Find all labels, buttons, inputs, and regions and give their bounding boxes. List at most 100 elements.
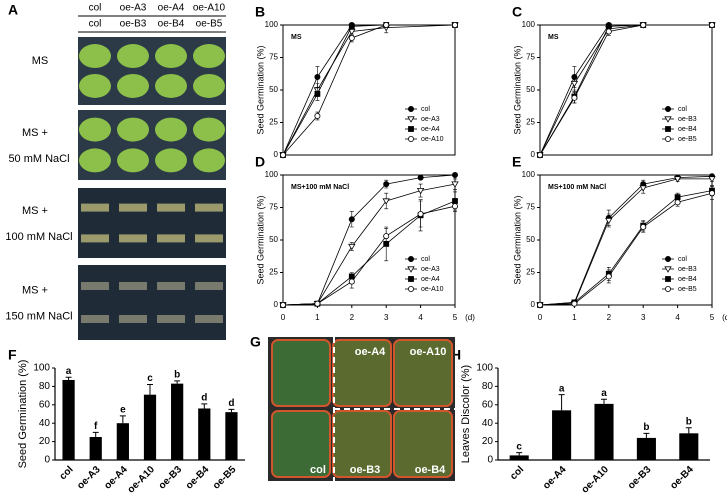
column-label: oe-B3: [120, 19, 147, 30]
seedling-clump: [193, 44, 225, 69]
legend-label: col: [421, 256, 430, 263]
significance-letter: d: [201, 393, 207, 404]
photo-label: oe-B4: [415, 464, 446, 476]
legend-marker: [407, 135, 414, 142]
x-tick-label: oe-A3: [75, 464, 103, 492]
bar: [198, 408, 211, 460]
photo-label: oe-B3: [350, 464, 381, 476]
y-tick-label: 0: [531, 150, 536, 159]
y-tick-label: 50: [526, 235, 535, 244]
error-bar: [147, 384, 153, 395]
marker: [451, 171, 458, 178]
legend-label: oe-B4: [678, 276, 697, 283]
error-bar: [558, 394, 565, 411]
significance-letter: c: [147, 373, 153, 384]
x-tick-label: col: [58, 464, 76, 482]
error-bar: [174, 380, 181, 384]
y-axis-label: Seed Germination (%): [512, 195, 522, 284]
y-axis-label: Seed Germination (%): [512, 45, 522, 134]
legend-marker: [407, 266, 415, 273]
bar: [116, 423, 129, 460]
annotation: MS: [548, 34, 559, 41]
marker: [537, 301, 544, 308]
marker: [348, 243, 356, 251]
significance-letter: b: [686, 416, 692, 427]
panel-letter: G: [250, 334, 261, 350]
error-bar: [201, 403, 208, 409]
seedling-row: [81, 315, 109, 323]
legend-marker: [665, 126, 671, 132]
seedling-clump: [79, 44, 111, 69]
bar: [143, 394, 157, 460]
panel-letter: D: [255, 154, 265, 170]
pot: [393, 410, 453, 478]
y-axis-label: Seed Germination (%): [17, 360, 29, 469]
y-tick-label: 60: [482, 399, 494, 410]
marker: [383, 181, 390, 188]
significance-letter: e: [120, 404, 126, 415]
x-tick-label: 3: [641, 313, 646, 322]
error-bar: [228, 408, 235, 413]
y-tick-label: 25: [526, 118, 535, 127]
bar: [552, 410, 572, 460]
panel-letter: A: [8, 2, 18, 18]
panel-letter: B: [255, 4, 265, 20]
legend-label: oe-A3: [421, 266, 440, 273]
seedling-clump: [79, 73, 111, 98]
seedling-clump: [117, 73, 149, 98]
marker: [571, 300, 578, 307]
column-label: col: [89, 3, 102, 14]
error-bar: [643, 432, 650, 438]
marker: [314, 74, 321, 81]
seedling-clump: [155, 73, 187, 98]
seedling-row: [119, 234, 147, 243]
y-tick-label: 80: [39, 381, 51, 392]
y-tick-label: 75: [526, 203, 535, 212]
legend-marker: [664, 116, 672, 123]
error-bar: [516, 452, 523, 456]
row-label: 150 mM NaCl: [5, 310, 72, 322]
seedling-clump: [79, 148, 111, 173]
legend-label: oe-B5: [678, 286, 697, 293]
seedling-clump: [155, 44, 187, 69]
seedling-clump: [79, 117, 111, 142]
marker: [382, 198, 390, 205]
y-tick-label: 100: [265, 20, 279, 29]
legend-marker: [407, 116, 415, 123]
marker: [605, 28, 612, 35]
marker: [314, 113, 321, 120]
marker: [709, 190, 716, 197]
significance-letter: d: [228, 398, 234, 409]
bar: [594, 403, 614, 460]
y-tick-label: 40: [39, 418, 51, 429]
x-tick-label: 0: [281, 313, 286, 322]
marker: [314, 300, 321, 307]
seedling-row: [81, 234, 109, 243]
marker: [640, 223, 647, 230]
y-axis-label: Seed Germination (%): [255, 45, 265, 134]
legend-marker: [407, 285, 414, 292]
marker: [417, 210, 424, 217]
column-label: oe-A3: [120, 3, 147, 14]
marker: [279, 151, 286, 158]
y-tick-label: 0: [44, 455, 50, 466]
marker: [417, 174, 424, 181]
marker: [383, 233, 390, 240]
annotation: MS+100 mM NaCl: [548, 184, 606, 191]
panel-letter: E: [512, 154, 521, 170]
legend-marker: [664, 266, 672, 273]
x-tick-label: 2: [350, 313, 355, 322]
legend-marker: [665, 255, 672, 262]
y-tick-label: 100: [33, 363, 50, 374]
marker: [314, 91, 321, 97]
y-tick-label: 20: [39, 436, 51, 447]
seedling-row: [195, 203, 223, 212]
x-axis-label: (d): [465, 313, 475, 322]
x-tick-label: oe-A10: [580, 464, 612, 496]
marker: [451, 203, 458, 210]
x-tick-label: 4: [418, 313, 423, 322]
x-tick-label: 4: [675, 313, 680, 322]
x-tick-label: oe-B4: [668, 464, 696, 492]
bar: [171, 383, 184, 460]
annotation: MS+100 mM NaCl: [291, 184, 349, 191]
